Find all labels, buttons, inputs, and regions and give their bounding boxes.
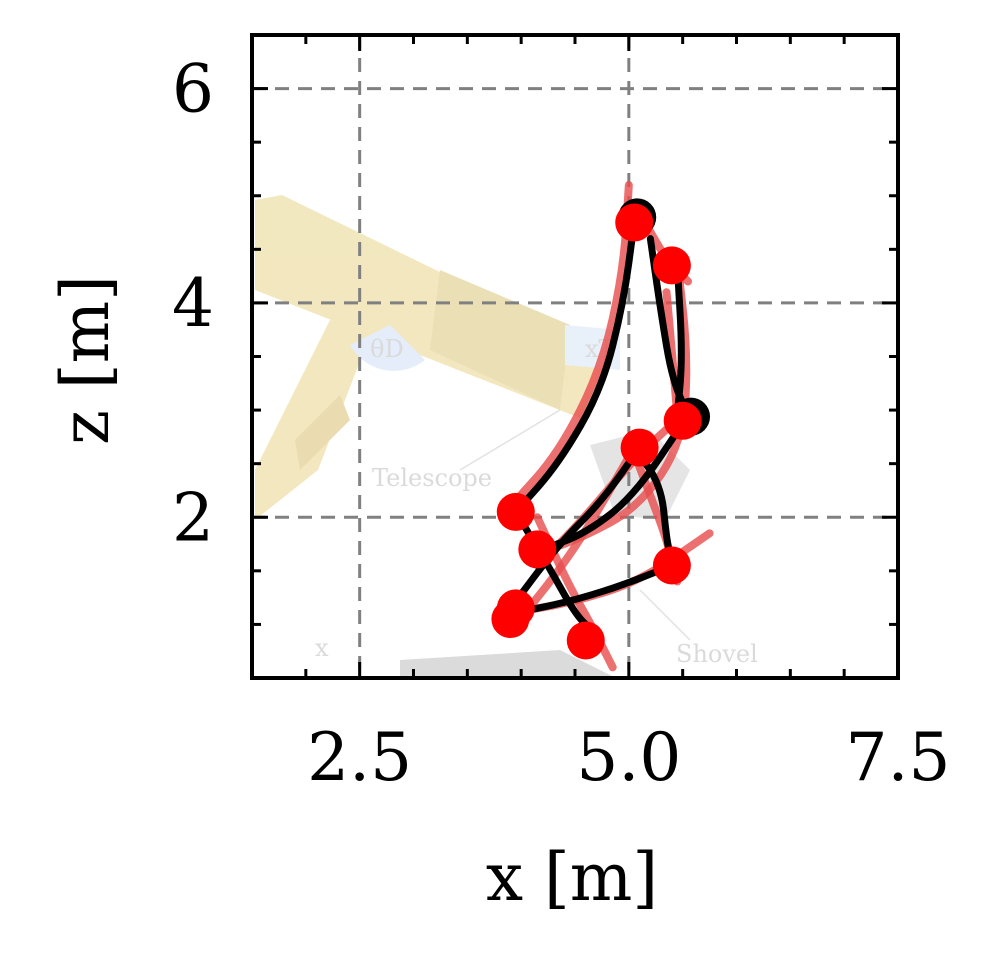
y-tick-label-2: 6	[172, 51, 214, 128]
data-point-1	[652, 246, 691, 285]
data-point-6	[652, 546, 691, 585]
demonstration-curve-0	[506, 181, 633, 511]
demonstration-curve-1	[527, 256, 691, 559]
theta-d-arc	[350, 325, 425, 371]
tick-labels: 2.5 5.0 7.5 2 4 6	[172, 51, 950, 796]
reproduction-curve-6	[506, 561, 676, 618]
excavator-stick	[255, 320, 372, 520]
data-point-3	[620, 428, 659, 467]
shovel-pointer	[639, 589, 691, 641]
excavator-joint	[295, 395, 350, 470]
data-point-4	[496, 492, 535, 531]
y-tick-label-0: 2	[172, 479, 214, 556]
ground-shape	[400, 650, 620, 680]
excavator-background-illustration: Telescope Shovel θD xT x	[255, 195, 758, 680]
shovel-label: Shovel	[676, 640, 758, 668]
data-point-2	[663, 401, 702, 440]
y-tick-label-1: 4	[172, 265, 214, 342]
x-tick-label-0: 2.5	[307, 719, 412, 796]
theta-label: θD	[370, 335, 404, 363]
x-tick-label-1: 5.0	[576, 719, 681, 796]
marker-layer	[491, 198, 711, 660]
telescope-label: Telescope	[372, 464, 492, 492]
x-axis-label: x [m]	[486, 839, 658, 916]
reproduction-curve-7	[630, 444, 676, 569]
x-tick-label-2: 7.5	[846, 719, 951, 796]
reproduction-curve-2	[673, 261, 685, 419]
x-label-bg: x	[315, 634, 329, 662]
axes-frame	[250, 33, 900, 680]
y-axis-label: z [m]	[47, 275, 124, 445]
reproduction-curve-0	[512, 219, 638, 516]
data-point-5	[518, 530, 557, 569]
telescope-pointer	[459, 409, 561, 471]
data-point-9	[566, 621, 605, 660]
excavator-telescope	[430, 270, 570, 410]
data-point-8	[491, 600, 530, 639]
series-layer	[501, 181, 714, 672]
data-point-0	[615, 203, 654, 242]
